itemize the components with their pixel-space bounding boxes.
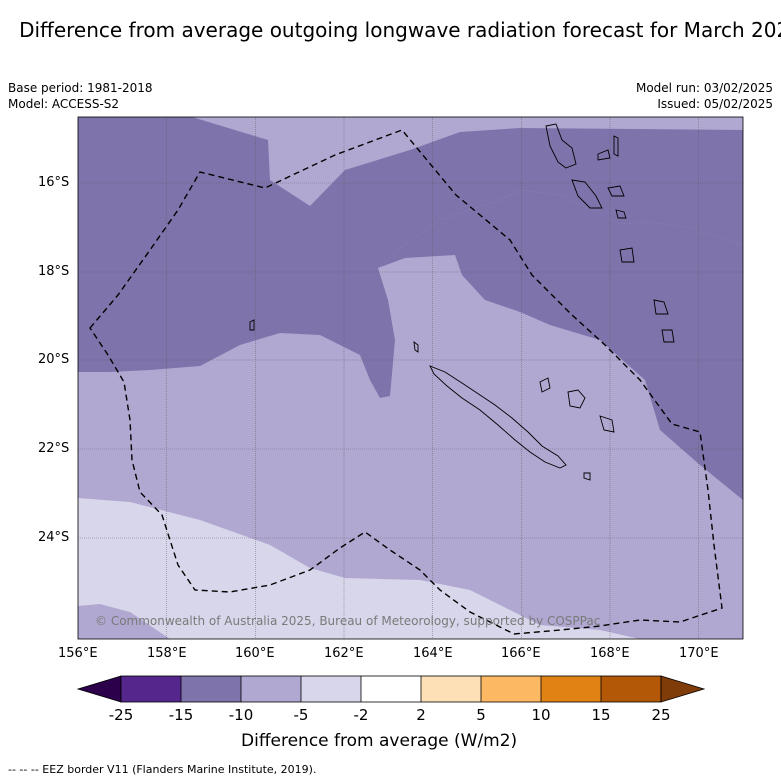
map-area <box>78 117 743 639</box>
model-run-label: Model run: 03/02/2025 <box>635 81 773 95</box>
lon-tick-168e: 168°E <box>590 646 630 661</box>
anomaly-band-neg5-neg2 <box>78 498 640 639</box>
colorbar-tick: -2 <box>353 706 369 724</box>
colorbar-segment <box>601 676 661 702</box>
lon-tick-162e: 162°E <box>324 646 364 661</box>
island-coastline <box>583 472 591 481</box>
vanuatu-coastline <box>545 123 577 169</box>
island-coastline <box>597 149 611 161</box>
colorbar-segment <box>421 676 481 702</box>
colorbar-tick: 15 <box>591 706 611 724</box>
island-coastline <box>571 179 603 209</box>
island-coastline <box>613 135 619 157</box>
issued-label: Issued: 05/02/2025 <box>657 97 773 111</box>
copyright-notice: © Commonwealth of Australia 2025, Bureau… <box>95 614 601 628</box>
eez-footnote: -- -- -- EEZ border V11 (Flanders Marine… <box>8 763 317 776</box>
island-coastline <box>615 209 627 219</box>
colorbar-segment <box>541 676 601 702</box>
colorbar-tick: 10 <box>531 706 551 724</box>
colorbar-frame <box>120 675 662 703</box>
island-coastline <box>619 247 635 263</box>
colorbar <box>76 675 706 703</box>
island-coastline <box>661 329 675 343</box>
colorbar-segment <box>241 676 301 702</box>
lat-tick-24s: 24°S <box>38 530 70 545</box>
new-caledonia-coastline <box>429 365 567 469</box>
anomaly-band-neg10-neg5-corner <box>78 604 170 639</box>
island-coastline <box>539 377 551 393</box>
colorbar-segment <box>481 676 541 702</box>
lon-tick-156e: 156°E <box>58 646 98 661</box>
colorbar-label: Difference from average (W/m2) <box>241 731 518 751</box>
base-period-label: Base period: 1981-2018 <box>8 81 153 95</box>
lon-tick-158e: 158°E <box>147 646 187 661</box>
anomaly-band-neg15-neg10-west <box>78 117 743 398</box>
anomaly-band-neg15-neg10-east <box>378 190 743 500</box>
page-title: Difference from average outgoing longwav… <box>19 18 781 42</box>
colorbar-segment <box>301 676 361 702</box>
eez-border <box>89 129 723 635</box>
island-coastline <box>607 185 625 197</box>
colorbar-under-arrow <box>76 675 122 703</box>
island-coastline <box>249 319 255 331</box>
lon-tick-160e: 160°E <box>235 646 275 661</box>
colorbar-segment <box>361 676 421 702</box>
lon-tick-164e: 164°E <box>413 646 453 661</box>
colorbar-tick: -10 <box>228 706 254 724</box>
island-coastline <box>653 299 669 315</box>
lon-tick-170e: 170°E <box>679 646 719 661</box>
colorbar-over-arrow <box>660 675 706 703</box>
island-coastline <box>567 389 586 409</box>
map-frame <box>77 116 744 640</box>
map-gridlines <box>78 117 743 639</box>
colorbar-tick: -5 <box>293 706 309 724</box>
colorbar-tick: 5 <box>476 706 486 724</box>
model-label: Model: ACCESS-S2 <box>8 97 120 111</box>
colorbar-segment <box>121 676 181 702</box>
lat-tick-22s: 22°S <box>38 441 70 456</box>
colorbar-segment <box>181 676 241 702</box>
lat-tick-16s: 16°S <box>38 175 70 190</box>
lat-tick-20s: 20°S <box>38 352 70 367</box>
island-coastline <box>599 415 615 433</box>
island-coastline <box>413 341 419 353</box>
colorbar-tick: 25 <box>651 706 671 724</box>
lon-tick-166e: 166°E <box>501 646 541 661</box>
colorbar-tick: -25 <box>108 706 134 724</box>
colorbar-tick: -15 <box>168 706 194 724</box>
lat-tick-18s: 18°S <box>38 264 70 279</box>
colorbar-tick: 2 <box>416 706 426 724</box>
